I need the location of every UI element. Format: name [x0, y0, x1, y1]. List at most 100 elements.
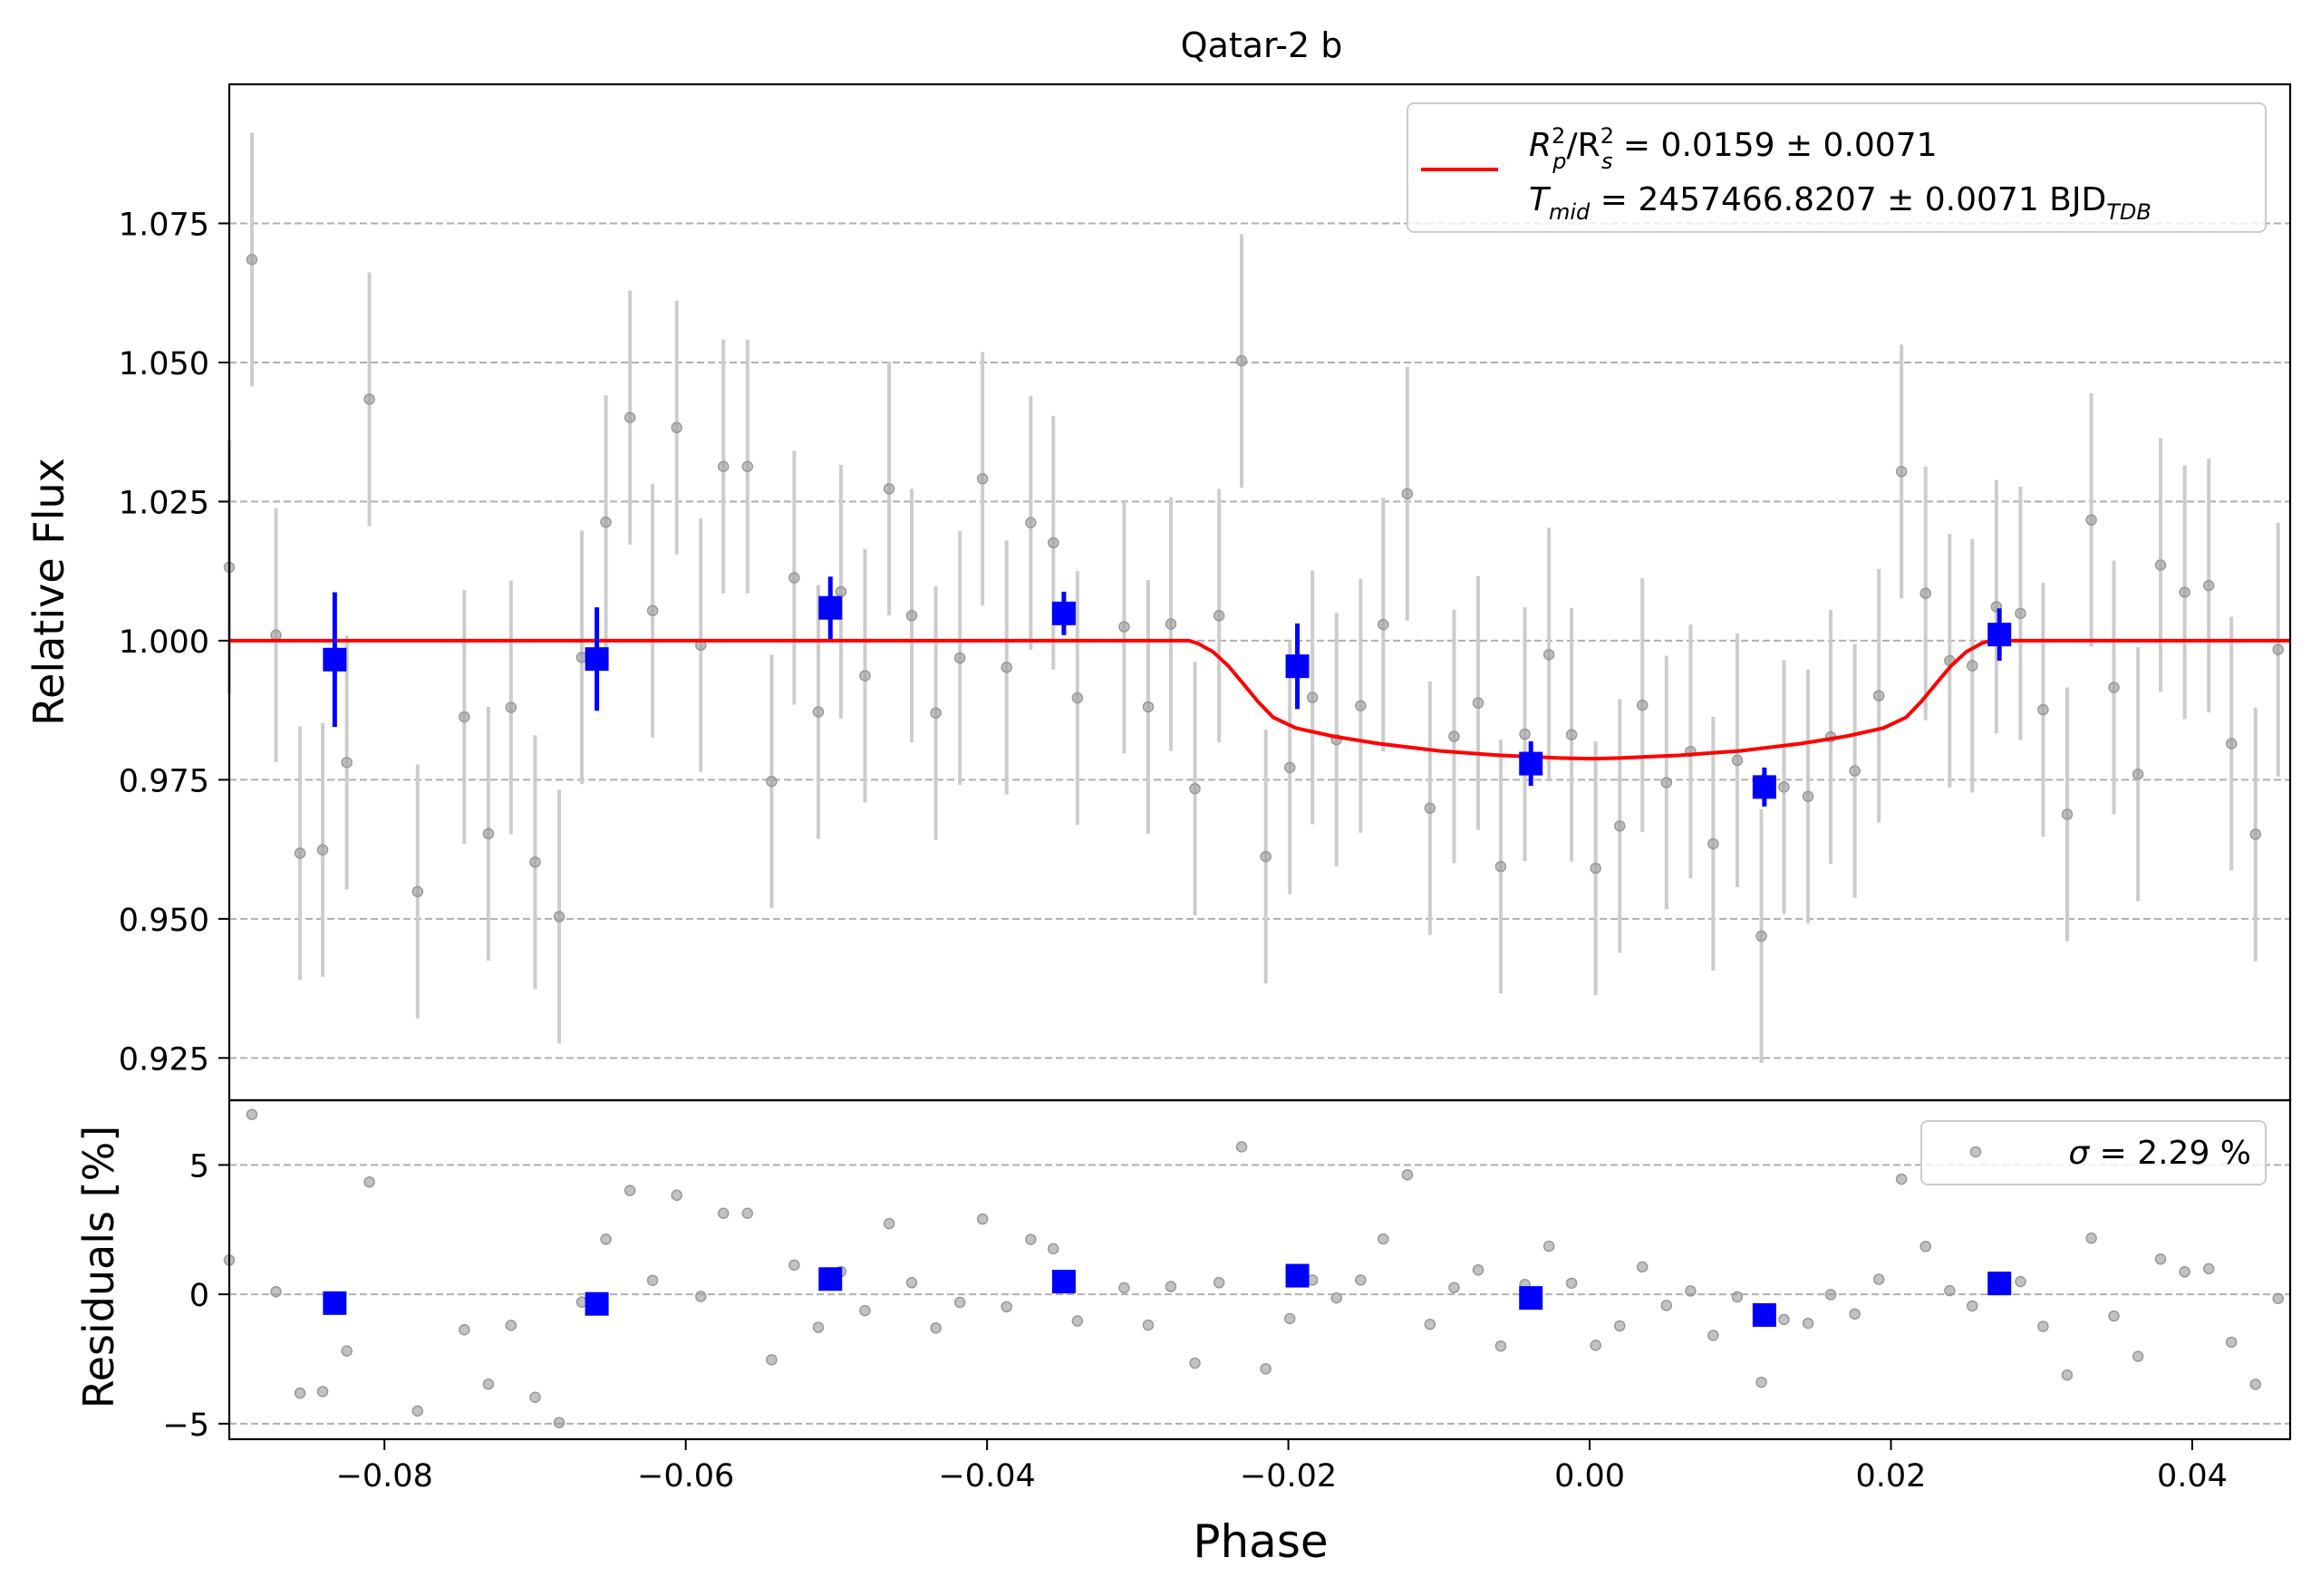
residual-raw-point [2085, 1232, 2097, 1244]
residual-binned-point [1519, 1286, 1543, 1311]
flux-raw-point [1590, 862, 1601, 875]
flux-panel: 0.925 0.950 0.975 1.000 1.025 1.050 1.075 Rela… [24, 82, 2292, 1102]
residual-raw-point [505, 1320, 517, 1331]
residual-raw-point [2202, 1262, 2215, 1275]
residual-raw-point [482, 1378, 495, 1390]
residual-raw-point [1614, 1320, 1626, 1332]
flux-raw-points [223, 254, 2284, 943]
residual-raw-point [1849, 1308, 1861, 1320]
residual-raw-point [294, 1387, 306, 1399]
flux-raw-point [646, 605, 659, 617]
residuals-y-tick-label: 5 [189, 1148, 209, 1185]
flux-raw-point [859, 670, 871, 682]
residual-raw-point [859, 1304, 871, 1317]
residual-raw-point [1944, 1284, 1956, 1297]
residual-raw-point [2061, 1369, 2074, 1381]
residual-raw-point [905, 1277, 918, 1289]
residual-binned-point [1285, 1263, 1310, 1288]
residual-raw-point [2154, 1253, 2167, 1265]
residual-raw-point [1590, 1340, 1601, 1351]
flux-raw-point [1025, 517, 1037, 529]
flux-y-label: Relative Flux [24, 458, 73, 726]
residuals-panel: −5 0 5 −0.08 −0.06 −0.04 −0.02 0.00 0.02 0.04 Re… [74, 1098, 2292, 1568]
residual-raw-point [1565, 1277, 1578, 1290]
flux-raw-point [788, 572, 800, 584]
flux-raw-point [930, 707, 942, 719]
residual-raw-point [1707, 1330, 1719, 1341]
residual-raw-point [2037, 1320, 2049, 1332]
residual-raw-point [646, 1274, 659, 1286]
x-tick-label: −0.02 [1240, 1458, 1337, 1494]
flux-raw-point [717, 460, 730, 473]
flux-raw-point [1755, 930, 1767, 943]
residual-raw-point [316, 1386, 329, 1398]
x-tick-label: −0.04 [938, 1458, 1035, 1494]
flux-raw-point [1872, 690, 1885, 701]
residual-raw-point [1378, 1233, 1389, 1245]
flux-y-tick-label: 0.975 [119, 763, 209, 799]
flux-raw-point [812, 706, 825, 718]
residual-raw-point [1071, 1315, 1084, 1327]
flux-raw-point [2015, 607, 2026, 620]
residual-raw-point [1685, 1285, 1697, 1297]
flux-raw-point [1472, 697, 1484, 709]
flux-raw-point [1165, 618, 1177, 630]
residual-binned-point [818, 1267, 843, 1291]
legend-tmid-entry: Tmid = 2457466.8207 ± 0.0071 BJDTDB [1529, 181, 2151, 225]
residual-raw-point [1235, 1141, 1248, 1153]
flux-raw-point [1802, 790, 1814, 803]
residual-binned-point [1752, 1302, 1776, 1327]
flux-raw-point [1283, 761, 1296, 774]
residual-raw-point [2179, 1266, 2190, 1278]
flux-binned-point [1519, 751, 1543, 776]
residual-raw-point [1636, 1261, 1649, 1273]
flux-y-tick-label: 0.950 [119, 903, 209, 939]
flux-raw-point [1048, 537, 1059, 549]
flux-raw-point [294, 847, 306, 859]
flux-raw-point [1142, 701, 1155, 713]
flux-raw-point [1448, 730, 1460, 742]
legend-depth-entry: R2 p/R2 s = 0.0159 ± 0.0071 [1529, 123, 1938, 174]
residual-raw-point [1448, 1282, 1460, 1293]
residual-raw-point [1967, 1300, 1978, 1312]
residual-raw-point [1142, 1319, 1155, 1331]
residual-raw-point [1872, 1273, 1885, 1285]
flux-raw-point [270, 629, 282, 642]
flux-raw-point [1849, 765, 1861, 777]
residual-raw-point [976, 1213, 989, 1225]
flux-raw-point [1235, 354, 1248, 367]
residual-raw-point [1118, 1282, 1130, 1294]
residual-raw-point [2225, 1336, 2238, 1349]
residuals-y-label: Residuals [%] [74, 1126, 123, 1408]
flux-raw-point [1919, 587, 1931, 599]
residual-raw-point [953, 1296, 966, 1309]
residual-raw-point [717, 1207, 730, 1220]
flux-raw-point [905, 610, 918, 622]
flux-raw-point [341, 757, 353, 769]
flux-raw-point [1636, 699, 1649, 711]
residuals-legend: σ = 2.29 % [1920, 1120, 2267, 1185]
residual-raw-point [2272, 1292, 2284, 1304]
flux-raw-point [1189, 782, 1201, 795]
flux-raw-point [2202, 579, 2215, 592]
flux-raw-point [2154, 559, 2167, 571]
residual-raw-point [1731, 1291, 1744, 1303]
residuals-grid [229, 1164, 2290, 1425]
residual-raw-point [766, 1354, 778, 1366]
flux-raw-point [2225, 738, 2238, 750]
residual-raw-point [1260, 1363, 1272, 1375]
residual-raw-point [1472, 1264, 1484, 1276]
legend-sigma-entry: σ = 2.29 % [2068, 1135, 2251, 1172]
residual-raw-point [671, 1189, 682, 1202]
flux-raw-point [976, 473, 989, 485]
residual-raw-point [2015, 1275, 2026, 1288]
residual-raw-point [1355, 1274, 1367, 1286]
flux-raw-point [2272, 643, 2284, 655]
flux-legend-box [1407, 102, 2267, 233]
chart-title: Qatar-2 b [1181, 25, 1343, 65]
flux-raw-point [1494, 860, 1507, 873]
flux-raw-point [835, 585, 847, 598]
residual-raw-point [1919, 1241, 1931, 1253]
flux-raw-point [2061, 808, 2074, 820]
